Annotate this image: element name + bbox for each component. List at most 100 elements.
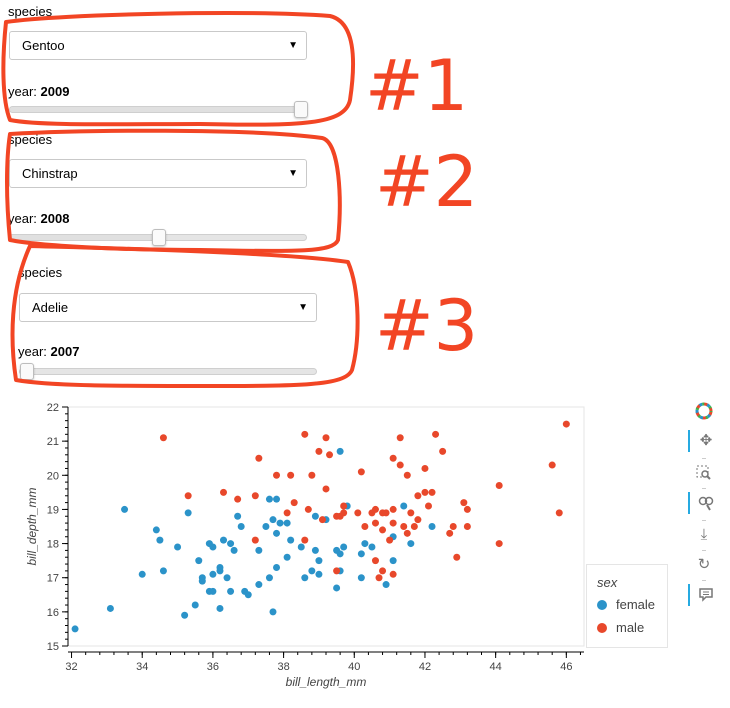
point-male xyxy=(555,509,563,517)
annotation-label-1: #1 xyxy=(365,45,468,127)
point-male xyxy=(400,523,408,530)
year-slider[interactable] xyxy=(9,229,307,246)
point-male xyxy=(421,464,429,472)
year-value: 2007 xyxy=(50,344,80,359)
species-select[interactable]: Adelie ▼ xyxy=(19,293,317,322)
point-female xyxy=(368,543,376,551)
save-icon[interactable]: ⤓ xyxy=(700,526,708,543)
point-female xyxy=(174,543,182,551)
point-male xyxy=(287,471,295,479)
point-female xyxy=(209,587,217,595)
point-male xyxy=(414,516,422,524)
point-male xyxy=(396,461,404,469)
x-tick-label: 34 xyxy=(136,661,148,673)
point-male xyxy=(410,523,418,530)
x-tick-label: 36 xyxy=(207,661,219,673)
point-male xyxy=(495,540,503,548)
species-select-value: Chinstrap xyxy=(22,166,78,181)
point-female xyxy=(209,570,217,578)
species-label: species xyxy=(8,4,53,19)
bokeh-logo-icon[interactable] xyxy=(688,400,720,422)
point-male xyxy=(428,488,436,496)
species-select[interactable]: Chinstrap ▼ xyxy=(9,159,307,188)
y-tick-label: 21 xyxy=(47,436,59,448)
species-select-value: Gentoo xyxy=(22,38,65,53)
scatter-plot[interactable]: 15 16 17 18 19 20 21 22 32 34 36 38 40 42 44 46 bill_len… xyxy=(0,400,590,700)
point-male xyxy=(326,451,334,459)
point-female xyxy=(234,512,242,520)
slider-handle[interactable] xyxy=(152,229,166,246)
x-tick-label: 32 xyxy=(65,661,77,673)
point-female xyxy=(273,563,281,571)
point-female xyxy=(191,601,199,609)
toolbar-separator xyxy=(702,458,706,459)
point-male xyxy=(548,461,556,469)
year-label: year: 2008 xyxy=(8,211,70,226)
point-female xyxy=(301,574,309,582)
year-slider[interactable] xyxy=(19,363,317,380)
point-female xyxy=(269,608,277,616)
point-female xyxy=(184,509,192,517)
point-male xyxy=(340,502,348,510)
point-male xyxy=(251,492,259,500)
dropdown-arrow-icon: ▼ xyxy=(298,302,308,313)
point-male xyxy=(495,482,503,490)
point-male xyxy=(159,434,167,442)
slider-handle[interactable] xyxy=(20,363,34,380)
species-select-value: Adelie xyxy=(32,300,69,315)
species-label: species xyxy=(8,132,53,147)
pan-icon[interactable]: ✥ xyxy=(688,430,722,452)
slider-handle[interactable] xyxy=(294,101,308,118)
point-male xyxy=(322,434,330,442)
point-female xyxy=(255,581,263,589)
point-male xyxy=(220,488,228,496)
point-male xyxy=(389,570,397,578)
point-female xyxy=(220,536,228,544)
point-male xyxy=(357,468,365,476)
x-tick-label: 44 xyxy=(490,661,502,673)
x-tick-label: 40 xyxy=(348,661,360,673)
y-tick-label: 16 xyxy=(47,607,59,619)
toolbar-separator xyxy=(702,520,706,521)
annotation-label-3: #3 xyxy=(375,285,478,367)
point-male xyxy=(386,536,394,544)
point-female xyxy=(297,543,305,551)
point-female xyxy=(159,567,167,575)
point-male xyxy=(463,505,471,513)
point-male xyxy=(407,509,415,517)
point-female xyxy=(311,546,319,554)
point-female xyxy=(357,550,365,558)
x-tick-label: 42 xyxy=(419,661,431,673)
box-zoom-icon[interactable] xyxy=(688,462,720,484)
point-male xyxy=(283,509,291,517)
point-male xyxy=(379,567,387,575)
y-tick-label: 17 xyxy=(47,573,59,585)
x-axis-label: bill_length_mm xyxy=(286,675,367,689)
point-female xyxy=(276,519,284,527)
y-tick-label: 19 xyxy=(47,504,59,516)
dropdown-arrow-icon: ▼ xyxy=(288,168,298,179)
point-male xyxy=(446,529,454,537)
point-female xyxy=(361,540,369,548)
toolbar-separator xyxy=(702,550,706,551)
point-female xyxy=(308,567,316,575)
legend-item-male[interactable]: male xyxy=(597,620,644,636)
year-slider[interactable] xyxy=(9,101,308,118)
hover-icon[interactable] xyxy=(688,584,722,606)
point-female xyxy=(333,584,341,592)
species-select[interactable]: Gentoo ▼ xyxy=(9,31,307,60)
legend-item-female[interactable]: female xyxy=(597,597,655,613)
legend-swatch-female xyxy=(597,600,607,610)
point-female xyxy=(265,574,273,582)
point-female xyxy=(269,516,277,524)
point-male xyxy=(290,499,298,507)
point-male xyxy=(379,526,387,534)
point-male xyxy=(375,574,383,582)
wheel-zoom-icon[interactable] xyxy=(688,492,722,514)
plot-frame xyxy=(67,406,585,647)
point-female xyxy=(273,495,281,503)
point-male xyxy=(403,471,411,479)
point-male xyxy=(308,471,316,479)
reset-icon[interactable]: ↻ xyxy=(697,556,711,573)
point-female xyxy=(216,567,224,575)
